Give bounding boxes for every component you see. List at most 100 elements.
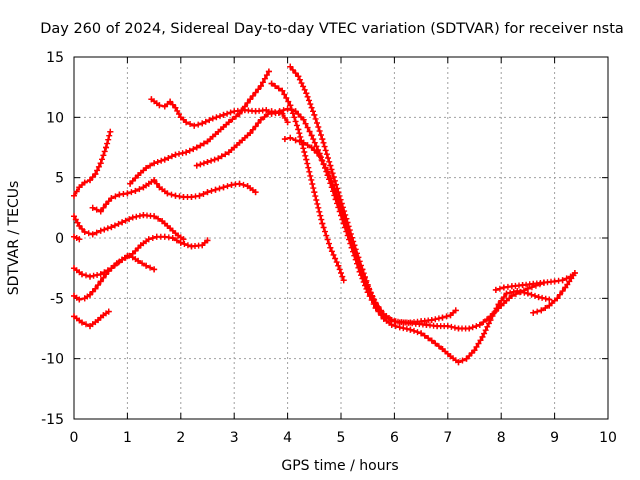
data-point <box>140 212 147 219</box>
data-point <box>193 162 200 169</box>
y-tick-label: 0 <box>55 231 64 247</box>
data-point <box>220 184 227 191</box>
data-point <box>263 107 270 114</box>
data-point <box>167 98 174 105</box>
data-point <box>500 284 507 291</box>
data-point <box>97 278 104 285</box>
data-point <box>343 215 350 222</box>
data-point <box>140 184 147 191</box>
data-point <box>466 325 473 332</box>
series-line <box>289 65 545 330</box>
data-point <box>135 257 142 264</box>
data-point <box>247 130 254 137</box>
data-point <box>204 158 211 165</box>
series-line <box>129 70 270 185</box>
series-track-10 <box>193 108 291 169</box>
data-point <box>508 283 515 290</box>
data-point <box>129 250 136 257</box>
x-tick-label: 6 <box>390 430 399 446</box>
data-point <box>151 177 158 184</box>
data-point <box>287 102 294 109</box>
data-point <box>204 189 211 196</box>
data-point <box>495 301 502 308</box>
data-point <box>463 355 470 362</box>
data-point <box>570 272 577 279</box>
data-point <box>161 156 168 163</box>
data-point <box>156 102 163 109</box>
data-point-marks <box>71 253 158 303</box>
x-tick-label: 7 <box>443 430 452 446</box>
data-point <box>97 271 104 278</box>
data-point <box>279 87 286 94</box>
data-point <box>183 119 190 126</box>
y-tick-label: -5 <box>50 291 64 307</box>
data-point <box>546 302 553 309</box>
data-point <box>95 317 102 324</box>
data-point <box>538 307 545 314</box>
data-point <box>81 179 88 186</box>
data-point <box>364 289 371 296</box>
data-point <box>559 277 566 284</box>
y-axis-label: SDTVAR / TECUs <box>6 181 22 296</box>
x-tick-label: 1 <box>123 430 132 446</box>
data-point <box>71 313 77 320</box>
data-point <box>231 108 238 115</box>
data-series <box>71 63 578 366</box>
data-point <box>551 278 558 285</box>
data-point <box>143 262 150 269</box>
data-point <box>335 262 342 269</box>
data-point <box>452 307 459 314</box>
data-point <box>175 232 182 239</box>
data-point <box>127 180 134 187</box>
data-point-marks <box>71 128 114 199</box>
data-point <box>332 196 339 203</box>
data-point <box>180 193 187 200</box>
data-point <box>292 137 299 144</box>
data-point <box>492 286 499 293</box>
data-point <box>124 190 131 197</box>
data-point-marks <box>127 68 272 187</box>
series-track-4 <box>71 212 187 243</box>
data-point <box>236 139 243 146</box>
y-tick-label: 10 <box>46 110 64 126</box>
data-point <box>153 233 160 240</box>
data-point <box>514 288 521 295</box>
data-point <box>71 265 77 272</box>
x-tick-label: 0 <box>70 430 79 446</box>
data-point <box>444 323 451 330</box>
data-point <box>81 228 88 235</box>
data-point <box>407 326 414 333</box>
data-point <box>76 184 83 191</box>
data-point <box>145 180 152 187</box>
series-track-11 <box>268 80 347 284</box>
data-point <box>319 220 326 227</box>
data-point <box>447 312 454 319</box>
data-point <box>439 314 446 321</box>
data-point <box>303 90 310 97</box>
data-point <box>71 292 77 299</box>
data-point <box>295 126 302 133</box>
data-point <box>228 181 235 188</box>
data-point <box>81 295 88 302</box>
data-point <box>97 160 104 167</box>
data-point <box>380 315 387 322</box>
data-point <box>281 136 288 143</box>
data-point <box>447 353 454 360</box>
series-track-3 <box>71 233 211 280</box>
data-point <box>89 204 96 211</box>
data-point <box>225 149 232 156</box>
data-point <box>455 359 462 366</box>
data-point <box>455 325 462 332</box>
data-point <box>108 224 115 231</box>
data-point <box>335 189 342 196</box>
data-point <box>161 103 168 110</box>
data-point <box>193 144 200 151</box>
data-point <box>119 256 126 263</box>
data-point <box>180 236 187 243</box>
data-point <box>524 290 531 297</box>
data-point <box>215 155 222 162</box>
data-point <box>76 296 83 303</box>
data-point <box>308 144 315 151</box>
series-track-2 <box>71 253 158 303</box>
